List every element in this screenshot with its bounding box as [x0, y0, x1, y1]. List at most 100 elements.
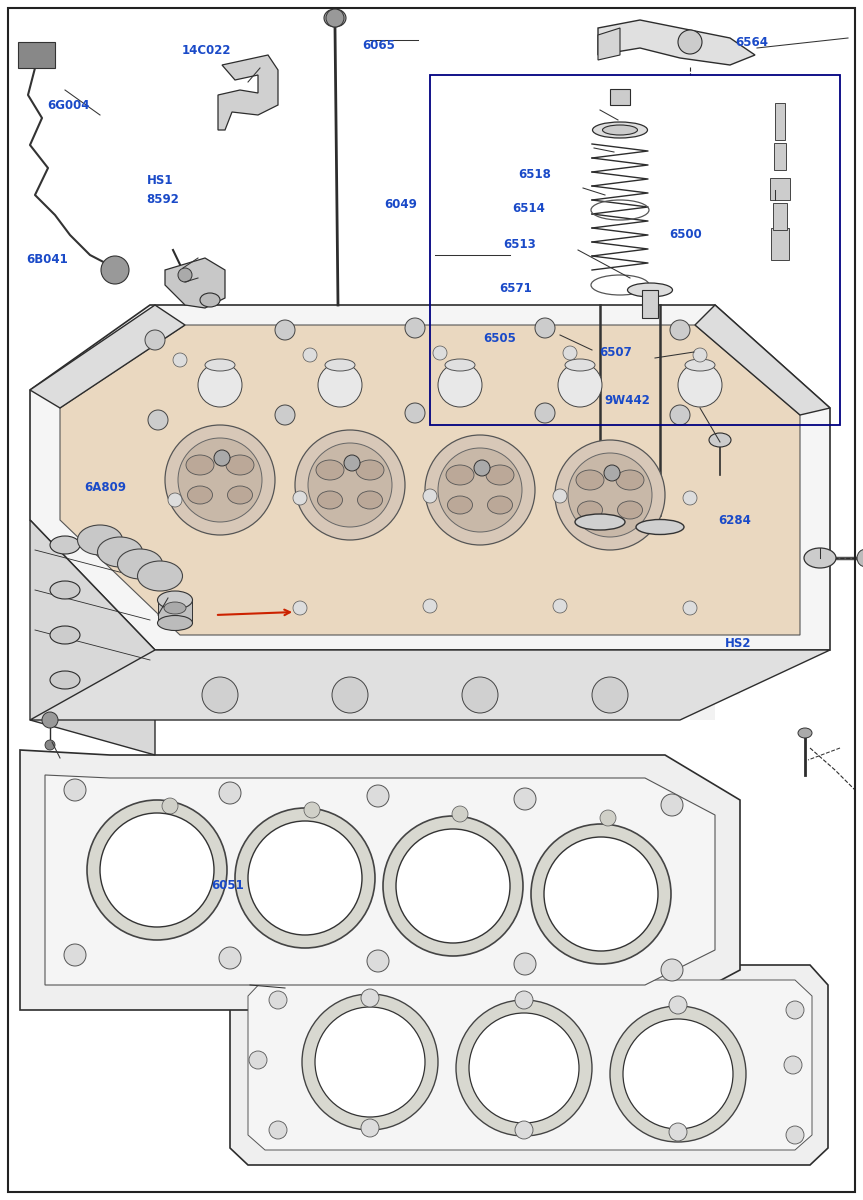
Circle shape	[661, 959, 683, 982]
Bar	[690, 695, 715, 720]
Ellipse shape	[445, 359, 475, 371]
Circle shape	[303, 348, 317, 362]
Polygon shape	[30, 650, 830, 720]
Bar	[690, 570, 715, 595]
Circle shape	[610, 1006, 746, 1142]
Bar	[642, 290, 658, 318]
Circle shape	[304, 802, 320, 818]
Ellipse shape	[200, 293, 220, 307]
Bar	[590, 620, 615, 646]
Circle shape	[693, 348, 707, 362]
Text: 6571: 6571	[499, 282, 532, 294]
Text: 6513: 6513	[503, 239, 536, 251]
Ellipse shape	[205, 359, 235, 371]
Circle shape	[469, 1013, 579, 1123]
Circle shape	[173, 353, 187, 367]
Circle shape	[249, 1051, 267, 1069]
Ellipse shape	[627, 283, 672, 296]
Circle shape	[456, 1000, 592, 1136]
Text: 6065: 6065	[362, 40, 395, 52]
Text: 6B041: 6B041	[26, 253, 67, 265]
Bar	[665, 646, 690, 670]
Circle shape	[45, 740, 55, 750]
Circle shape	[535, 318, 555, 338]
Bar	[690, 520, 715, 545]
Circle shape	[438, 362, 482, 407]
Bar	[665, 670, 690, 695]
Text: 6507: 6507	[599, 347, 632, 359]
Bar	[615, 620, 640, 646]
Bar	[565, 620, 590, 646]
Polygon shape	[248, 978, 812, 1150]
Circle shape	[423, 490, 437, 503]
Bar	[540, 670, 565, 695]
Ellipse shape	[325, 359, 355, 371]
Bar	[615, 520, 640, 545]
Ellipse shape	[486, 464, 514, 485]
Bar	[640, 670, 665, 695]
Polygon shape	[598, 28, 620, 60]
Polygon shape	[18, 42, 55, 68]
Circle shape	[669, 1123, 687, 1141]
Text: 6518: 6518	[518, 168, 551, 180]
Circle shape	[568, 452, 652, 538]
Circle shape	[42, 712, 58, 728]
Circle shape	[198, 362, 242, 407]
Text: 9W442: 9W442	[604, 395, 650, 407]
Text: 6A809: 6A809	[85, 481, 127, 493]
Text: 6284: 6284	[718, 515, 751, 527]
Bar	[640, 545, 665, 570]
Bar	[615, 595, 640, 620]
Bar	[540, 595, 565, 620]
Bar	[690, 545, 715, 570]
Polygon shape	[20, 750, 740, 1010]
Bar	[690, 620, 715, 646]
Circle shape	[857, 550, 863, 566]
Bar	[540, 545, 565, 570]
Ellipse shape	[98, 538, 142, 566]
Bar	[715, 545, 740, 570]
Circle shape	[670, 404, 690, 425]
Circle shape	[670, 320, 690, 340]
Bar	[665, 695, 690, 720]
Circle shape	[683, 491, 697, 505]
Ellipse shape	[117, 550, 162, 578]
Bar	[590, 595, 615, 620]
Ellipse shape	[158, 590, 192, 608]
Circle shape	[332, 677, 368, 713]
Ellipse shape	[356, 460, 384, 480]
Circle shape	[165, 425, 275, 535]
Bar	[540, 520, 565, 545]
Ellipse shape	[446, 464, 474, 485]
Ellipse shape	[50, 626, 80, 644]
Ellipse shape	[316, 460, 344, 480]
Circle shape	[514, 953, 536, 974]
Circle shape	[145, 330, 165, 350]
Ellipse shape	[137, 560, 182, 590]
Text: 6049: 6049	[384, 198, 417, 210]
Ellipse shape	[324, 8, 346, 26]
Bar	[565, 646, 590, 670]
Ellipse shape	[602, 125, 638, 134]
Bar	[665, 545, 690, 570]
Circle shape	[669, 996, 687, 1014]
Ellipse shape	[318, 491, 343, 509]
Circle shape	[202, 677, 238, 713]
Bar	[640, 595, 665, 620]
Bar	[540, 646, 565, 670]
Bar	[590, 520, 615, 545]
Polygon shape	[165, 258, 225, 308]
Circle shape	[438, 448, 522, 532]
Bar	[770, 178, 790, 200]
Text: 6G004: 6G004	[47, 100, 90, 112]
Bar	[540, 570, 565, 595]
Bar	[540, 695, 565, 720]
Bar	[715, 570, 740, 595]
Circle shape	[101, 256, 129, 284]
Bar	[771, 228, 789, 260]
Circle shape	[383, 816, 523, 956]
Bar	[565, 570, 590, 595]
Circle shape	[515, 991, 533, 1009]
Circle shape	[784, 1056, 802, 1074]
Circle shape	[433, 346, 447, 360]
